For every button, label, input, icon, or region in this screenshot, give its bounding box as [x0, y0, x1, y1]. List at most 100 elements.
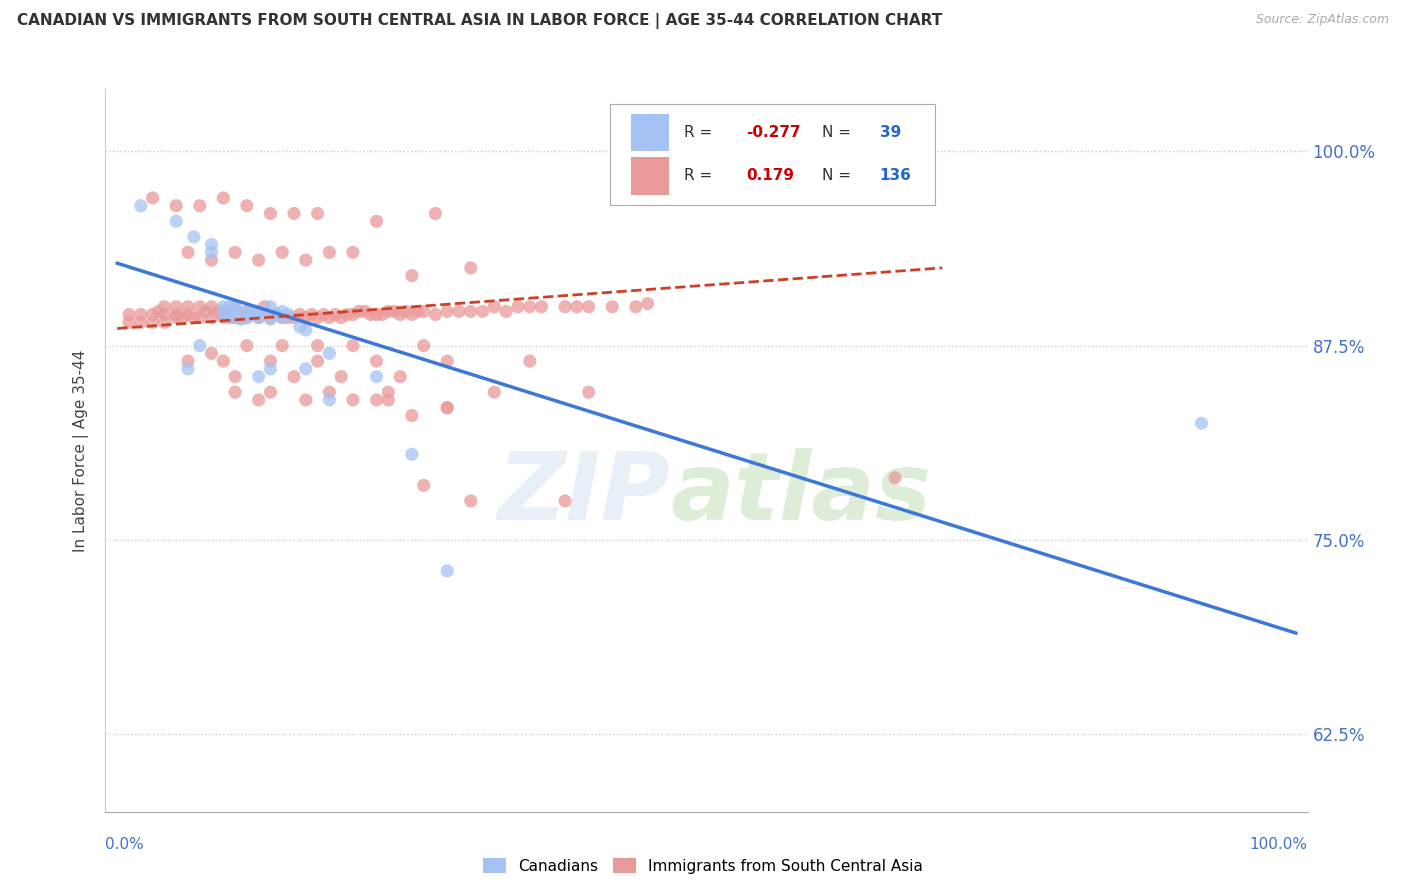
Text: atlas: atlas: [671, 448, 932, 540]
Point: [371, 308, 394, 322]
Text: -0.277: -0.277: [747, 125, 801, 140]
Point: [224, 245, 246, 260]
Point: [153, 300, 176, 314]
Point: [389, 369, 412, 384]
Text: CANADIAN VS IMMIGRANTS FROM SOUTH CENTRAL ASIA IN LABOR FORCE | AGE 35-44 CORREL: CANADIAN VS IMMIGRANTS FROM SOUTH CENTRA…: [17, 13, 942, 29]
Point: [242, 304, 264, 318]
Point: [495, 304, 517, 318]
Point: [153, 308, 176, 322]
Point: [295, 323, 318, 337]
Point: [330, 310, 353, 325]
Text: 39: 39: [880, 125, 901, 140]
Bar: [631, 157, 669, 194]
Point: [236, 310, 259, 325]
Point: [259, 385, 281, 400]
Point: [224, 369, 246, 384]
Point: [271, 310, 294, 325]
Point: [212, 300, 235, 314]
Point: [401, 268, 423, 283]
Point: [142, 315, 165, 329]
Point: [377, 392, 399, 407]
Text: ZIP: ZIP: [498, 448, 671, 540]
Point: [188, 300, 211, 314]
Text: N =: N =: [823, 169, 851, 184]
Legend: Canadians, Immigrants from South Central Asia: Canadians, Immigrants from South Central…: [477, 852, 929, 880]
Point: [1191, 417, 1213, 431]
Point: [177, 308, 200, 322]
Point: [165, 199, 187, 213]
Point: [183, 310, 205, 325]
Point: [412, 338, 434, 352]
Point: [565, 300, 588, 314]
Point: [318, 385, 340, 400]
Point: [484, 385, 506, 400]
Point: [165, 214, 187, 228]
Point: [406, 304, 429, 318]
Point: [295, 392, 318, 407]
Point: [530, 300, 553, 314]
Point: [118, 308, 141, 322]
Point: [401, 447, 423, 461]
Point: [212, 304, 235, 318]
Point: [247, 369, 270, 384]
Point: [224, 310, 246, 325]
Point: [165, 300, 187, 314]
Point: [218, 300, 240, 314]
Point: [247, 304, 270, 318]
Point: [295, 253, 318, 268]
Point: [236, 304, 259, 318]
Point: [295, 310, 318, 325]
Point: [578, 385, 600, 400]
Point: [377, 385, 399, 400]
Point: [259, 362, 281, 376]
Point: [436, 354, 458, 368]
Point: [200, 253, 222, 268]
Point: [129, 308, 152, 322]
Point: [259, 310, 281, 325]
Point: [212, 354, 235, 368]
Point: [253, 308, 276, 322]
Point: [342, 392, 364, 407]
Point: [436, 564, 458, 578]
Point: [236, 199, 259, 213]
Point: [288, 308, 311, 322]
Point: [207, 304, 229, 318]
Point: [218, 310, 240, 325]
Point: [247, 310, 270, 325]
Point: [177, 354, 200, 368]
Point: [460, 304, 482, 318]
Point: [295, 362, 318, 376]
Point: [259, 300, 281, 314]
Point: [436, 401, 458, 415]
Point: [884, 470, 907, 484]
Point: [554, 494, 576, 508]
Point: [253, 300, 276, 314]
Point: [224, 310, 246, 325]
Point: [366, 308, 388, 322]
Text: R =: R =: [683, 125, 711, 140]
Point: [447, 304, 470, 318]
Point: [283, 369, 305, 384]
Point: [188, 338, 211, 352]
Point: [212, 310, 235, 325]
Bar: [631, 114, 669, 152]
Point: [247, 253, 270, 268]
Point: [401, 308, 423, 322]
Point: [506, 300, 529, 314]
Point: [519, 354, 541, 368]
Point: [129, 199, 152, 213]
Point: [142, 308, 165, 322]
Point: [218, 308, 240, 322]
Point: [342, 245, 364, 260]
Point: [129, 315, 152, 329]
Text: 136: 136: [880, 169, 911, 184]
Point: [624, 300, 647, 314]
Point: [519, 300, 541, 314]
Point: [460, 494, 482, 508]
Point: [242, 304, 264, 318]
Point: [259, 206, 281, 220]
Point: [412, 478, 434, 492]
Point: [312, 308, 335, 322]
Point: [484, 300, 506, 314]
Point: [318, 392, 340, 407]
